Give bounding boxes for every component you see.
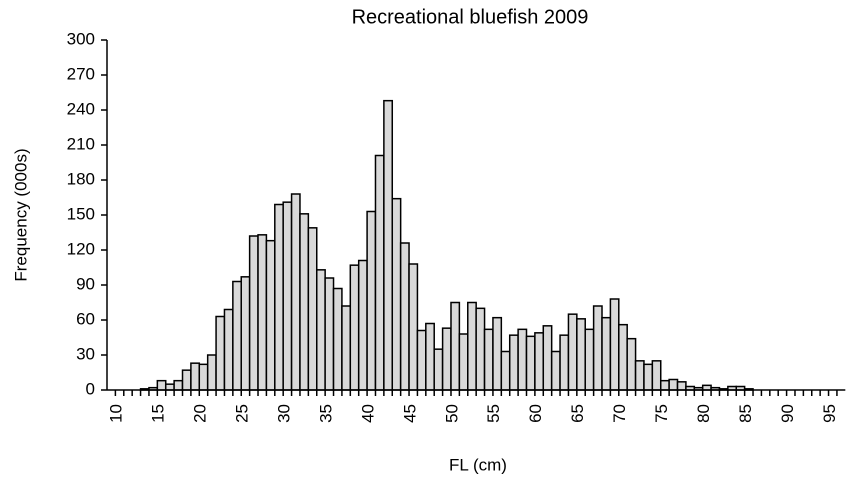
bar	[173, 379, 184, 391]
bar	[441, 327, 452, 391]
x-tick-label: 25	[233, 404, 252, 423]
bar	[458, 333, 469, 391]
bar	[399, 242, 410, 391]
bar	[164, 383, 175, 391]
bar	[223, 308, 234, 391]
x-tick-label: 75	[652, 404, 671, 423]
bar	[576, 318, 586, 391]
bar	[592, 305, 603, 391]
bar	[416, 329, 427, 391]
x-tick-label: 50	[442, 404, 461, 423]
bar	[475, 307, 486, 391]
bar	[156, 379, 167, 391]
bar	[425, 322, 435, 391]
bar	[626, 337, 637, 391]
bar	[433, 348, 444, 391]
x-tick-label: 35	[316, 404, 335, 423]
bar	[190, 362, 201, 391]
bar	[651, 360, 662, 391]
x-tick-label: 65	[568, 404, 587, 423]
x-tick-label: 10	[107, 404, 126, 423]
bar	[316, 269, 326, 391]
y-tick-label: 240	[67, 99, 95, 118]
x-tick-label: 55	[484, 404, 503, 423]
bar	[500, 350, 511, 391]
bar	[584, 328, 595, 391]
y-tick-label: 270	[67, 64, 95, 83]
bar	[257, 234, 268, 391]
bar	[567, 313, 578, 391]
bar	[232, 280, 242, 391]
bar	[357, 259, 368, 391]
chart-title: Recreational bluefish 2009	[352, 6, 589, 28]
y-tick-label: 300	[67, 29, 95, 48]
y-tick-label: 180	[67, 169, 95, 188]
bar	[517, 328, 528, 391]
bar	[559, 334, 570, 391]
x-tick-label: 20	[191, 404, 210, 423]
x-tick-label: 45	[400, 404, 419, 423]
bar	[282, 201, 293, 391]
bar	[307, 227, 318, 391]
bar	[181, 369, 192, 391]
bar	[601, 316, 612, 391]
bar	[534, 332, 545, 391]
y-tick-label: 150	[67, 204, 95, 223]
bar	[450, 301, 461, 391]
y-tick-label: 0	[86, 379, 95, 398]
bar	[609, 298, 620, 391]
x-tick-label: 60	[526, 404, 545, 423]
bar	[274, 203, 284, 391]
bar	[676, 381, 687, 391]
bar	[391, 197, 402, 391]
x-tick-label: 30	[274, 404, 293, 423]
bar	[467, 301, 477, 391]
bar	[634, 360, 645, 391]
bar	[542, 325, 553, 391]
x-tick-label: 15	[149, 404, 168, 423]
bar	[366, 210, 377, 391]
bar	[525, 335, 536, 391]
x-tick-label: 70	[610, 404, 629, 423]
x-tick-label: 80	[694, 404, 713, 423]
bar	[324, 277, 335, 391]
bar	[659, 379, 670, 391]
bar	[492, 316, 503, 391]
x-tick-label: 90	[778, 404, 797, 423]
bar	[198, 363, 209, 391]
bar	[508, 334, 519, 391]
x-tick-label: 85	[736, 404, 755, 423]
bar	[248, 235, 259, 391]
y-tick-label: 120	[67, 239, 95, 258]
bar	[240, 276, 251, 391]
bar	[332, 287, 343, 391]
y-tick-label: 60	[76, 309, 95, 328]
y-tick-label: 90	[76, 274, 95, 293]
bar	[299, 213, 310, 391]
bar	[408, 263, 419, 391]
x-tick-label: 40	[358, 404, 377, 423]
y-axis-label: Frequency (000s)	[11, 148, 30, 281]
bar	[265, 239, 276, 391]
bar	[215, 315, 226, 391]
bar	[374, 154, 385, 391]
y-tick-label: 210	[67, 134, 95, 153]
bar	[618, 323, 628, 391]
y-tick-label: 30	[76, 344, 95, 363]
bar	[206, 354, 217, 391]
bar	[483, 328, 494, 391]
x-tick-label: 95	[820, 404, 839, 423]
bar	[643, 363, 654, 391]
bar	[383, 99, 394, 391]
bar	[341, 305, 352, 391]
bar	[668, 378, 679, 391]
x-axis-label: FL (cm)	[449, 455, 507, 474]
bar	[290, 193, 301, 391]
bar	[349, 264, 360, 391]
bar	[550, 350, 561, 391]
